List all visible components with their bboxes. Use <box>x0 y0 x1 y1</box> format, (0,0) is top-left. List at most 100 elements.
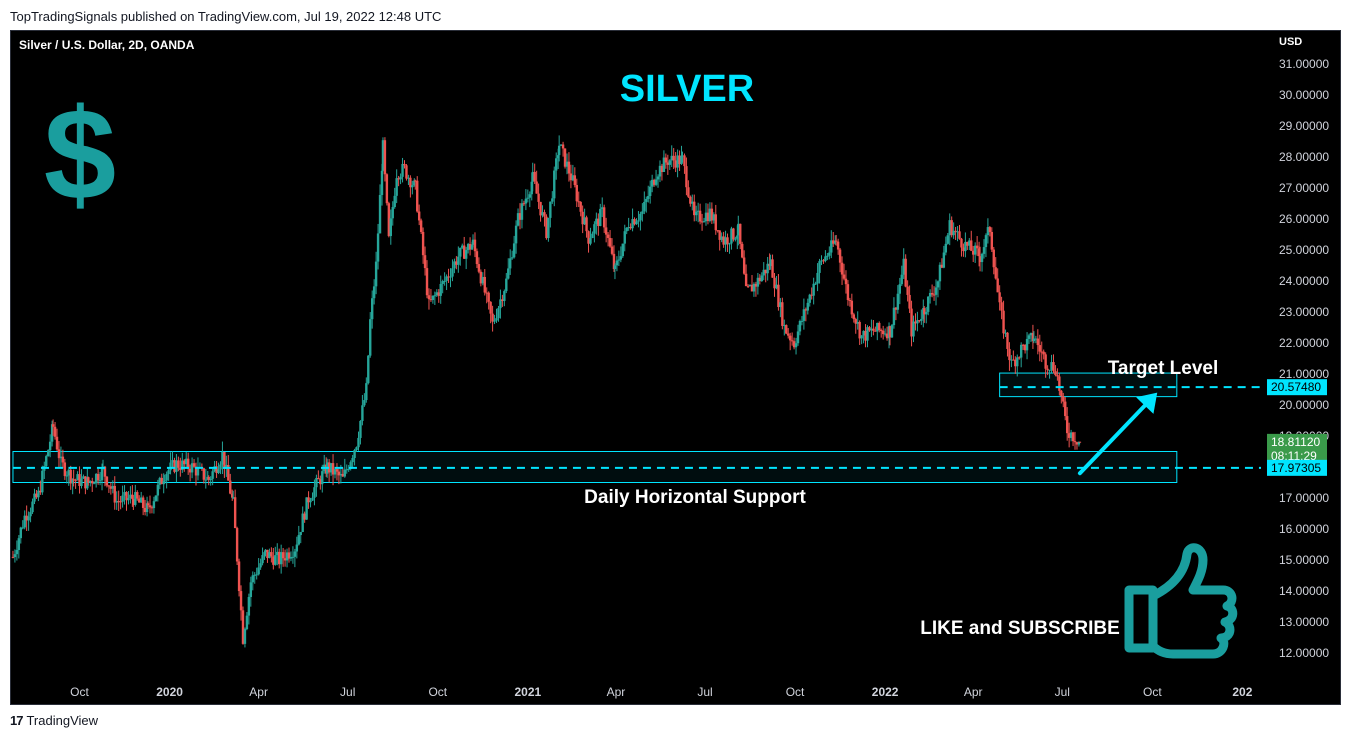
candle-body <box>637 220 640 222</box>
candle-body <box>896 293 900 310</box>
candle-body <box>347 468 350 470</box>
candle-body <box>923 308 926 315</box>
candle-body <box>27 516 30 521</box>
candle-body <box>341 473 345 477</box>
candle-body <box>818 261 821 273</box>
tradingview-footer[interactable]: 17 TradingView <box>10 713 98 728</box>
candle-body <box>621 243 624 257</box>
candle-body <box>443 280 446 282</box>
candle-body <box>365 383 368 401</box>
candle-body <box>730 228 733 244</box>
candle-body <box>610 246 614 254</box>
candle-body <box>944 243 948 253</box>
candle-body <box>629 227 632 229</box>
candle-body <box>737 223 740 236</box>
candle-body <box>1060 390 1063 397</box>
candle-body <box>305 497 308 520</box>
candle-body <box>541 212 544 216</box>
candle-body <box>726 237 729 245</box>
candle-body <box>31 501 34 513</box>
candle-body <box>810 294 813 296</box>
candle-body <box>154 495 158 502</box>
candle-body <box>954 230 957 232</box>
publisher-header: TopTradingSignals published on TradingVi… <box>10 9 442 24</box>
candle-body <box>820 260 823 262</box>
candlestick-chart[interactable]: Silver / U.S. Dollar, 2D, OANDA SILVER $… <box>11 31 1341 705</box>
y-tick-label: 16.00000 <box>1279 522 1329 536</box>
candle-body <box>335 469 339 472</box>
candle-body <box>393 195 396 208</box>
candle-body <box>453 261 456 269</box>
candle-body <box>165 474 168 481</box>
x-tick-label: Oct <box>786 685 805 699</box>
candle-body <box>876 322 879 332</box>
candle-body <box>223 451 226 469</box>
candle-body <box>1012 359 1015 361</box>
support-level-price-tag-bg <box>1267 459 1327 476</box>
candle-body <box>466 243 470 251</box>
candle-body <box>1000 302 1003 311</box>
candle-body <box>281 552 285 559</box>
chart-title: SILVER <box>620 68 754 110</box>
candle-body <box>593 224 596 234</box>
candle-body <box>842 274 846 279</box>
target-level-price-tag: 20.57480 <box>1271 380 1321 394</box>
candle-body <box>485 292 488 294</box>
candle-body <box>253 574 256 576</box>
candle-body <box>233 497 237 529</box>
candle-body <box>602 207 606 228</box>
candle-body <box>852 314 855 320</box>
candle-body <box>633 219 636 225</box>
candle-body <box>750 284 754 292</box>
candle-body <box>702 221 706 223</box>
candle-body <box>177 460 180 468</box>
candle-body <box>115 501 118 503</box>
candle-body <box>535 181 538 194</box>
candle-body <box>1054 371 1057 376</box>
candle-body <box>74 480 77 482</box>
y-tick-label: 26.00000 <box>1279 212 1329 226</box>
candle-body <box>25 515 28 521</box>
candle-body <box>495 318 498 321</box>
candle-body <box>243 629 247 644</box>
candle-body <box>319 479 322 485</box>
candle-body <box>285 552 289 561</box>
candle-body <box>880 330 883 332</box>
candle-body <box>722 236 725 245</box>
y-tick-label: 28.00000 <box>1279 150 1329 164</box>
candle-body <box>291 556 295 558</box>
candle-body <box>936 281 940 288</box>
candle-body <box>146 503 150 506</box>
target-arrow-head <box>1136 392 1158 414</box>
candle-body <box>268 552 271 559</box>
candle-body <box>414 180 417 182</box>
candle-body <box>276 551 279 556</box>
candle-body <box>1018 357 1021 359</box>
candle-body <box>804 309 808 311</box>
candle-body <box>489 301 492 314</box>
candle-body <box>862 330 865 336</box>
candle-body <box>333 469 337 475</box>
candle-body <box>856 322 859 324</box>
candle-body <box>383 140 387 175</box>
candle-body <box>437 292 440 296</box>
candle-body <box>950 220 953 236</box>
candle-body <box>608 237 612 247</box>
candle-body <box>696 210 700 212</box>
candle-body <box>264 549 267 553</box>
candle-body <box>387 203 391 237</box>
candle-body <box>13 554 17 558</box>
candle-body <box>188 468 192 473</box>
candle-body <box>266 549 269 559</box>
candle-body <box>143 507 147 513</box>
candle-body <box>113 485 116 503</box>
candle-body <box>708 208 712 221</box>
candle-body <box>834 240 838 242</box>
candle-body <box>409 177 412 188</box>
candle-body <box>645 198 648 202</box>
candle-body <box>648 186 652 197</box>
candle-body <box>391 207 394 219</box>
candle-body <box>1046 368 1049 370</box>
candle-body <box>239 591 243 611</box>
chart-frame[interactable]: Silver / U.S. Dollar, 2D, OANDA SILVER $… <box>10 30 1341 705</box>
